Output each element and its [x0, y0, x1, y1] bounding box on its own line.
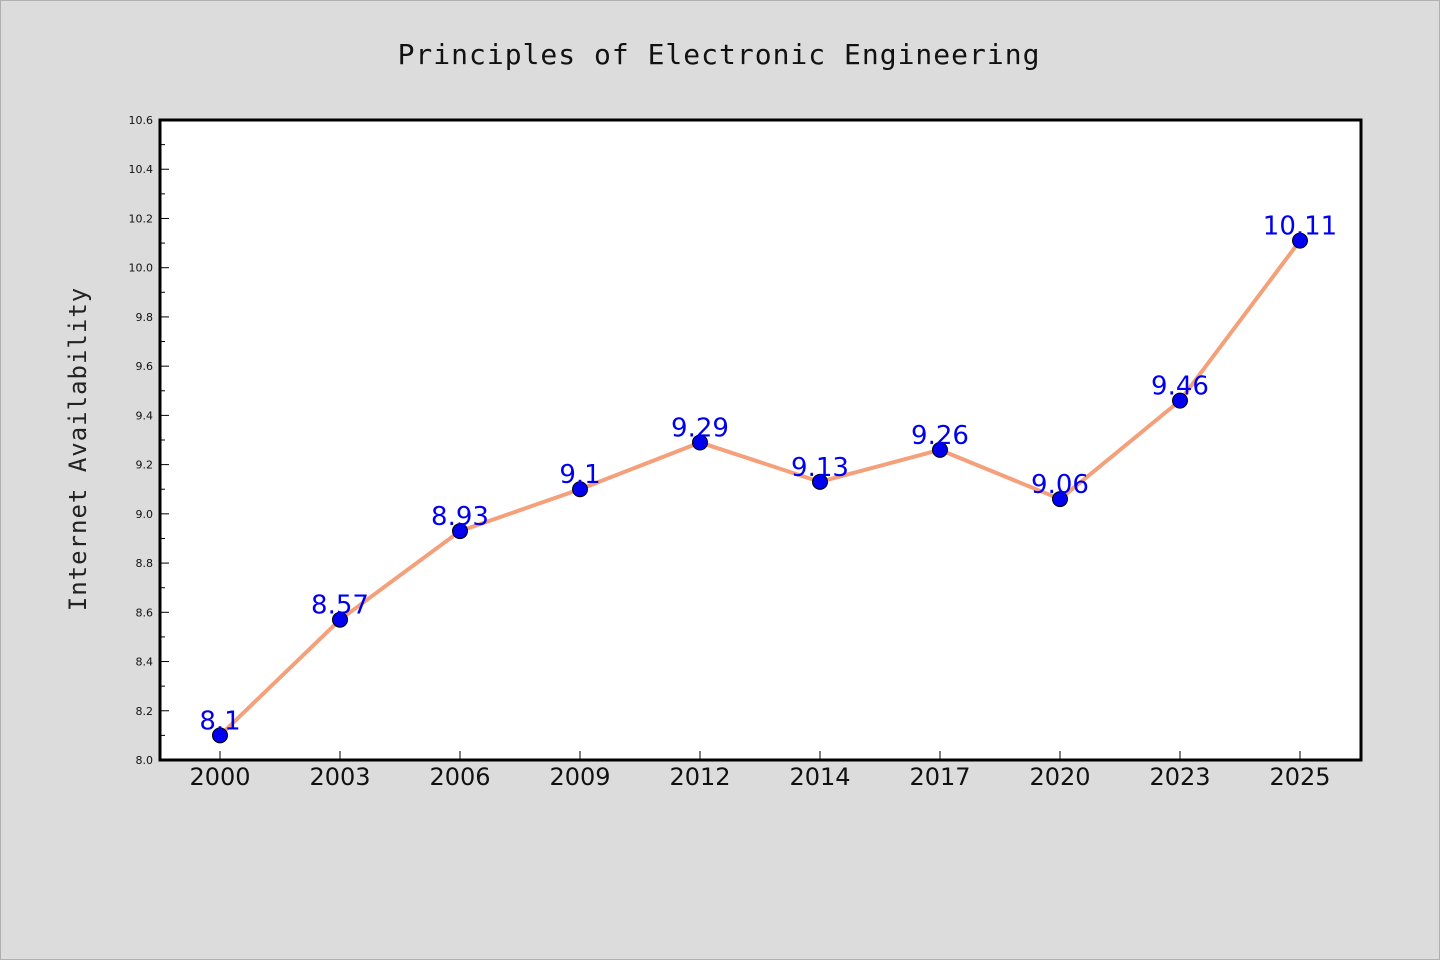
- data-point-marker: [1172, 392, 1188, 409]
- plot-area: [160, 120, 1361, 760]
- x-tick-label: 2020: [1029, 763, 1090, 791]
- data-label: 8.1: [199, 706, 240, 736]
- y-tick-label: 9.4: [136, 409, 154, 422]
- data-point-marker: [812, 473, 828, 490]
- data-label: 9.26: [911, 421, 969, 451]
- data-label: 9.13: [791, 453, 849, 483]
- data-label: 8.93: [431, 502, 489, 532]
- x-tick-label: 2003: [309, 763, 370, 791]
- y-tick-label: 10.2: [129, 212, 154, 225]
- x-axis-ticks: 2000 2003 2006 2009 2012 2014 2017 2020 2023 2025: [189, 751, 1331, 791]
- data-point-marker: [212, 727, 228, 744]
- data-label: 10.11: [1263, 212, 1337, 242]
- x-tick-label: 2006: [429, 763, 490, 791]
- plot-frame: [158, 118, 1363, 762]
- series-line: [218, 239, 1302, 737]
- y-tick-label: 10.0: [129, 262, 154, 275]
- y-tick-label: 8.8: [136, 557, 154, 570]
- y-tick-label: 8.0: [136, 754, 154, 767]
- data-label: 8.57: [311, 591, 369, 621]
- series-layer: 8.1 8.57 8.93 9.1 9.29 9.13 9.26 9.06 9.46 10.11: [199, 212, 1337, 744]
- data-point-marker: [1052, 491, 1068, 508]
- y-tick-label: 8.4: [136, 656, 154, 669]
- data-label: 9.29: [671, 413, 729, 443]
- chart-title: Principles of Electronic Engineering: [398, 38, 1041, 71]
- data-point-marker: [452, 523, 468, 540]
- data-point-marker: [1292, 232, 1308, 249]
- y-tick-label: 9.0: [136, 508, 154, 521]
- x-tick-label: 2025: [1269, 763, 1330, 791]
- data-point-marker: [572, 481, 588, 498]
- y-tick-label: 8.2: [136, 705, 154, 718]
- x-tick-label: 2017: [909, 763, 970, 791]
- data-label: 9.46: [1151, 372, 1209, 402]
- data-label: 9.06: [1031, 470, 1089, 500]
- y-tick-label: 10.4: [129, 163, 154, 176]
- data-point-marker: [692, 434, 708, 451]
- y-axis-label: Internet Availability: [64, 287, 92, 611]
- x-tick-label: 2023: [1149, 763, 1210, 791]
- data-point-marker: [332, 611, 348, 628]
- y-tick-label: 8.6: [136, 606, 154, 619]
- y-tick-label: 10.6: [129, 114, 154, 127]
- x-tick-label: 2012: [669, 763, 730, 791]
- x-tick-label: 2009: [549, 763, 610, 791]
- y-tick-label: 9.6: [136, 360, 154, 373]
- data-label: 9.1: [559, 460, 600, 490]
- y-tick-label: 9.2: [136, 459, 154, 472]
- y-axis-ticks: 8.0 8.2 8.4 8.6 8.8 9.0 9.2 9.4 9.6 9.8 10.0 10.2 10…: [129, 114, 169, 767]
- x-tick-label: 2000: [189, 763, 250, 791]
- x-tick-label: 2014: [789, 763, 850, 791]
- data-point-marker: [932, 441, 948, 458]
- y-tick-label: 9.8: [136, 311, 154, 324]
